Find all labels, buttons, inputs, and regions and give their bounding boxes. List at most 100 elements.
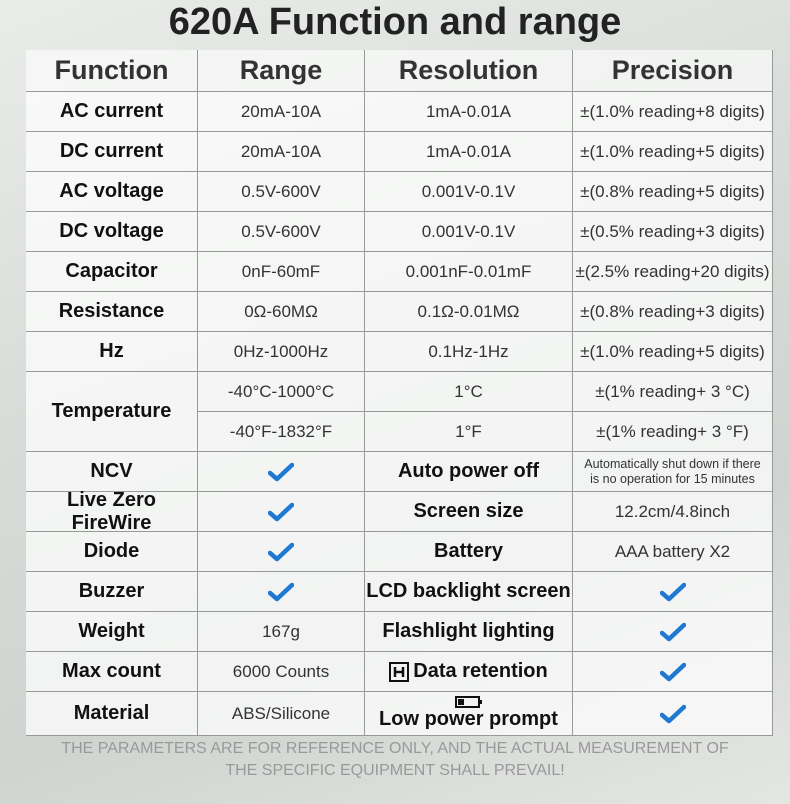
table-cell: 20mA-10A — [198, 92, 365, 132]
cell-text: Capacitor — [65, 260, 158, 282]
cell-text: Precision — [611, 55, 734, 85]
cell-text: 20mA-10A — [240, 141, 322, 161]
cell-text: Flashlight lighting — [382, 620, 555, 642]
cell-text: ±(0.5% reading+3 digits) — [580, 221, 765, 241]
header-cell: Resolution — [365, 50, 573, 92]
cell-text: AC current — [59, 100, 164, 122]
check-cell — [573, 572, 773, 612]
header-cell: Range — [198, 50, 365, 92]
check-icon — [268, 542, 294, 561]
table-cell: 0nF-60mF — [198, 252, 365, 292]
table-cell: ABS/Silicone — [198, 692, 365, 736]
cell-text: 0Ω-60MΩ — [244, 301, 318, 321]
table-cell: 20mA-10A — [198, 132, 365, 172]
cell-text: DC current — [59, 140, 164, 162]
cell-text: ±(1% reading+ 3 °C) — [595, 381, 750, 401]
cell-text: ±(0.8% reading+3 digits) — [580, 301, 765, 321]
cell-text: -40°C-1000°C — [227, 381, 335, 401]
cell-text: 1mA-0.01A — [425, 101, 512, 121]
table-cell: Battery — [365, 532, 573, 572]
table-cell: DC voltage — [26, 212, 198, 252]
cell-text: Range — [239, 55, 323, 85]
check-icon — [268, 462, 294, 481]
table-cell: Live Zero FireWire — [26, 489, 198, 534]
table-cell: Resistance — [26, 292, 198, 332]
cell-text: DC voltage — [59, 220, 164, 242]
cell-text: 1°F — [455, 421, 482, 441]
cell-text: Diode — [83, 540, 140, 562]
table-cell: 6000 Counts — [198, 652, 365, 692]
check-cell — [198, 532, 365, 572]
check-cell — [198, 492, 365, 532]
check-icon — [659, 582, 686, 601]
cell-text: 0.001V-0.1V — [421, 221, 516, 241]
check-cell — [573, 612, 773, 652]
check-icon — [659, 704, 686, 723]
table-cell: ±(0.8% reading+5 digits) — [573, 172, 773, 212]
check-icon — [268, 502, 294, 521]
cell-text: Resistance — [58, 300, 165, 322]
table-cell: 1°F — [365, 412, 573, 452]
table-cell: ±(1.0% reading+5 digits) — [573, 332, 773, 372]
cell-text: Auto power off — [397, 460, 540, 482]
cell-text: 1°C — [454, 381, 483, 401]
cell-text: ±(1.0% reading+8 digits) — [580, 101, 765, 121]
cell-text: 0.001V-0.1V — [421, 181, 516, 201]
table-cell: 0.001V-0.1V — [365, 212, 573, 252]
cell-text: 0Hz-1000Hz — [233, 341, 329, 361]
table-cell: 0.1Hz-1Hz — [365, 332, 573, 372]
table-cell: Auto power off — [365, 452, 573, 492]
hold-icon — [389, 661, 410, 682]
table-cell: 0Hz-1000Hz — [198, 332, 365, 372]
table-cell: 0.5V-600V — [198, 172, 365, 212]
header-cell: Precision — [573, 50, 773, 92]
cell-text: Temperature — [51, 400, 172, 422]
table-cell: ±(1% reading+ 3 °F) — [573, 412, 773, 452]
cell-text: 6000 Counts — [232, 661, 330, 681]
table-cell: 1mA-0.01A — [365, 132, 573, 172]
cell-text: Material — [73, 702, 150, 724]
cell-text: Battery — [434, 540, 503, 562]
table-cell: Capacitor — [26, 252, 198, 292]
cell-text: Hz — [99, 340, 124, 362]
check-cell — [573, 652, 773, 692]
header-cell: Function — [26, 50, 198, 92]
cell-text: ±(1.0% reading+5 digits) — [580, 341, 765, 361]
table-cell: ±(0.8% reading+3 digits) — [573, 292, 773, 332]
battery-icon — [454, 696, 482, 708]
check-cell — [573, 692, 773, 736]
cell-text: 0nF-60mF — [241, 261, 321, 281]
cell-text: ±(2.5% reading+20 digits) — [575, 261, 770, 281]
cell-text: ±(1% reading+ 3 °F) — [596, 421, 749, 441]
cell-text: AAA battery X2 — [614, 541, 731, 561]
table-cell: 0.001nF-0.01mF — [365, 252, 573, 292]
check-cell — [198, 572, 365, 612]
cell-text: NCV — [90, 460, 133, 482]
check-cell — [198, 452, 365, 492]
cell-text: Automatically shut down if there is no o… — [584, 456, 761, 486]
cell-text: Low power prompt — [379, 708, 558, 730]
cell-text: AC voltage — [59, 180, 164, 202]
footer-note: THE PARAMETERS ARE FOR REFERENCE ONLY, A… — [61, 740, 729, 779]
cell-text: Function — [54, 55, 169, 85]
table-cell: 1°C — [365, 372, 573, 412]
table-cell: NCV — [26, 452, 198, 492]
table-cell: Buzzer — [26, 572, 198, 612]
table-cell: Material — [26, 692, 198, 736]
table-cell: ±(1.0% reading+8 digits) — [573, 92, 773, 132]
cell-text: 0.5V-600V — [241, 221, 321, 241]
cell-text: 12.2cm/4.8inch — [614, 501, 731, 521]
cell-text: ±(0.8% reading+5 digits) — [580, 181, 765, 201]
cell-text: 0.1Ω-0.01MΩ — [417, 301, 520, 321]
table-cell: AAA battery X2 — [573, 532, 773, 572]
cell-text: Weight — [78, 620, 145, 642]
table-cell: 0.5V-600V — [198, 212, 365, 252]
table-cell: ±(1% reading+ 3 °C) — [573, 372, 773, 412]
check-icon — [659, 622, 686, 641]
check-icon — [268, 582, 294, 601]
table-cell: AC current — [26, 92, 198, 132]
cell-text: LCD backlight screen — [366, 580, 571, 602]
cell-text: 167g — [262, 621, 300, 641]
table-cell: ±(0.5% reading+3 digits) — [573, 212, 773, 252]
